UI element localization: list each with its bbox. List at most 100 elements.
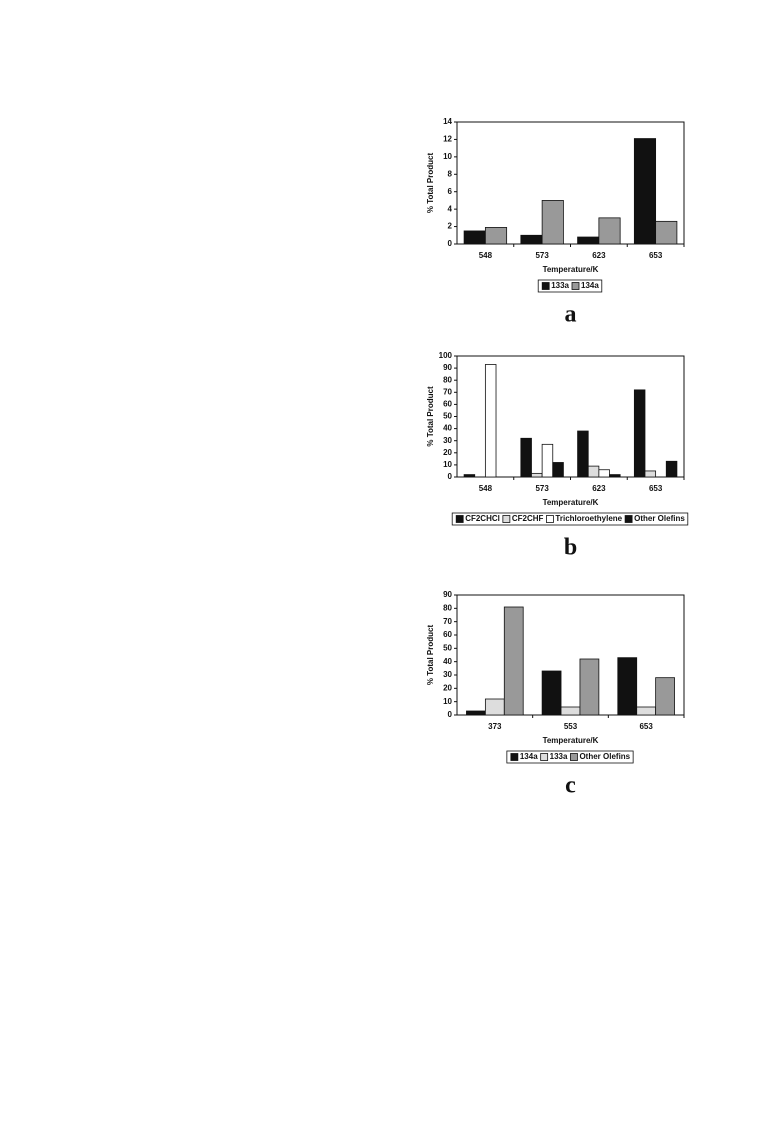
x-tick-label: 653	[649, 251, 663, 260]
bar	[466, 710, 486, 716]
y-axis-label: % Total Product	[426, 625, 435, 686]
y-tick-label: 30	[443, 436, 452, 445]
legend-label: Trichloroethylene	[555, 514, 622, 523]
bar	[503, 606, 524, 716]
bar	[609, 474, 621, 478]
y-tick-label: 2	[448, 222, 453, 231]
x-tick-label: 573	[535, 484, 549, 493]
x-axis-label: Temperature/K	[543, 498, 599, 507]
bar	[665, 460, 678, 478]
panel-label: c	[565, 773, 576, 799]
bar	[633, 138, 657, 245]
legend-swatch	[510, 753, 519, 761]
y-tick-label: 80	[443, 375, 452, 384]
y-tick-label: 40	[443, 424, 452, 433]
y-tick-label: 20	[443, 683, 452, 692]
legend-label: 133a	[550, 752, 568, 761]
y-tick-label: 90	[443, 363, 452, 372]
y-tick-label: 50	[443, 412, 452, 421]
x-tick-label: 548	[479, 484, 493, 493]
y-tick-label: 90	[443, 590, 452, 599]
panel-label: b	[564, 535, 577, 561]
x-tick-label: 623	[592, 484, 606, 493]
y-tick-label: 20	[443, 448, 452, 457]
bar	[541, 443, 554, 478]
y-axis-label: % Total Product	[426, 153, 435, 214]
legend-swatch	[571, 282, 580, 290]
legend-label: CF2CHF	[512, 514, 544, 523]
x-tick-label: 553	[564, 722, 578, 731]
y-tick-label: 8	[448, 169, 453, 178]
bar	[541, 200, 564, 245]
y-tick-label: 0	[448, 710, 453, 719]
bar	[577, 236, 600, 245]
plot-area	[456, 594, 685, 716]
bar	[484, 364, 497, 478]
legend-swatch	[570, 753, 578, 761]
y-tick-label: 10	[443, 460, 452, 469]
y-tick-label: 0	[448, 239, 453, 248]
y-tick-label: 10	[443, 697, 452, 706]
bar	[463, 474, 476, 478]
bar	[484, 698, 505, 716]
y-tick-label: 60	[443, 630, 452, 639]
legend-box	[451, 512, 689, 526]
bar	[579, 658, 600, 716]
legend-label: Other Olefins	[579, 752, 630, 761]
y-tick-label: 100	[439, 351, 453, 360]
legend-box	[506, 750, 634, 764]
bar	[598, 469, 610, 478]
y-tick-label: 0	[448, 472, 453, 481]
y-tick-label: 4	[448, 204, 453, 213]
legend-label: 133a	[551, 281, 569, 290]
bar	[636, 706, 657, 716]
bar	[633, 389, 646, 478]
y-tick-label: 12	[443, 135, 452, 144]
bar	[587, 465, 600, 478]
legend-label: CF2CHCl	[465, 514, 500, 523]
y-tick-label: 40	[443, 657, 452, 666]
bar	[552, 462, 564, 478]
y-tick-label: 6	[448, 187, 453, 196]
legend-swatch	[540, 753, 549, 761]
bar	[541, 670, 562, 716]
x-tick-label: 573	[535, 251, 549, 260]
y-tick-label: 80	[443, 603, 452, 612]
panel-label: a	[565, 302, 577, 328]
bar	[520, 437, 532, 478]
y-tick-label: 60	[443, 400, 452, 409]
x-tick-label: 653	[639, 722, 653, 731]
bar	[531, 472, 543, 478]
bar	[520, 234, 543, 245]
y-tick-label: 50	[443, 643, 452, 652]
legend-swatch	[624, 515, 633, 523]
bar	[560, 706, 581, 716]
y-tick-label: 14	[443, 117, 452, 126]
legend-swatch	[455, 515, 464, 523]
bar	[484, 227, 508, 245]
x-tick-label: 653	[649, 484, 663, 493]
x-axis-label: Temperature/K	[543, 265, 599, 274]
y-tick-label: 10	[443, 152, 452, 161]
legend-box	[537, 279, 603, 293]
legend-label: 134a	[520, 752, 538, 761]
y-tick-label: 70	[443, 387, 452, 396]
y-tick-label: 70	[443, 617, 452, 626]
legend-swatch	[502, 515, 511, 523]
x-tick-label: 623	[592, 251, 606, 260]
x-axis-label: Temperature/K	[543, 736, 599, 745]
bar	[655, 677, 675, 716]
legend-label: 134a	[581, 281, 599, 290]
legend-swatch	[541, 282, 550, 290]
x-tick-label: 373	[488, 722, 502, 731]
legend-swatch	[546, 515, 554, 523]
bar	[577, 430, 589, 478]
bar	[655, 220, 678, 245]
bar	[463, 230, 486, 245]
bar	[598, 217, 621, 245]
bar	[617, 657, 638, 716]
y-axis-label: % Total Product	[426, 386, 435, 447]
x-tick-label: 548	[479, 251, 493, 260]
bar	[644, 470, 657, 478]
